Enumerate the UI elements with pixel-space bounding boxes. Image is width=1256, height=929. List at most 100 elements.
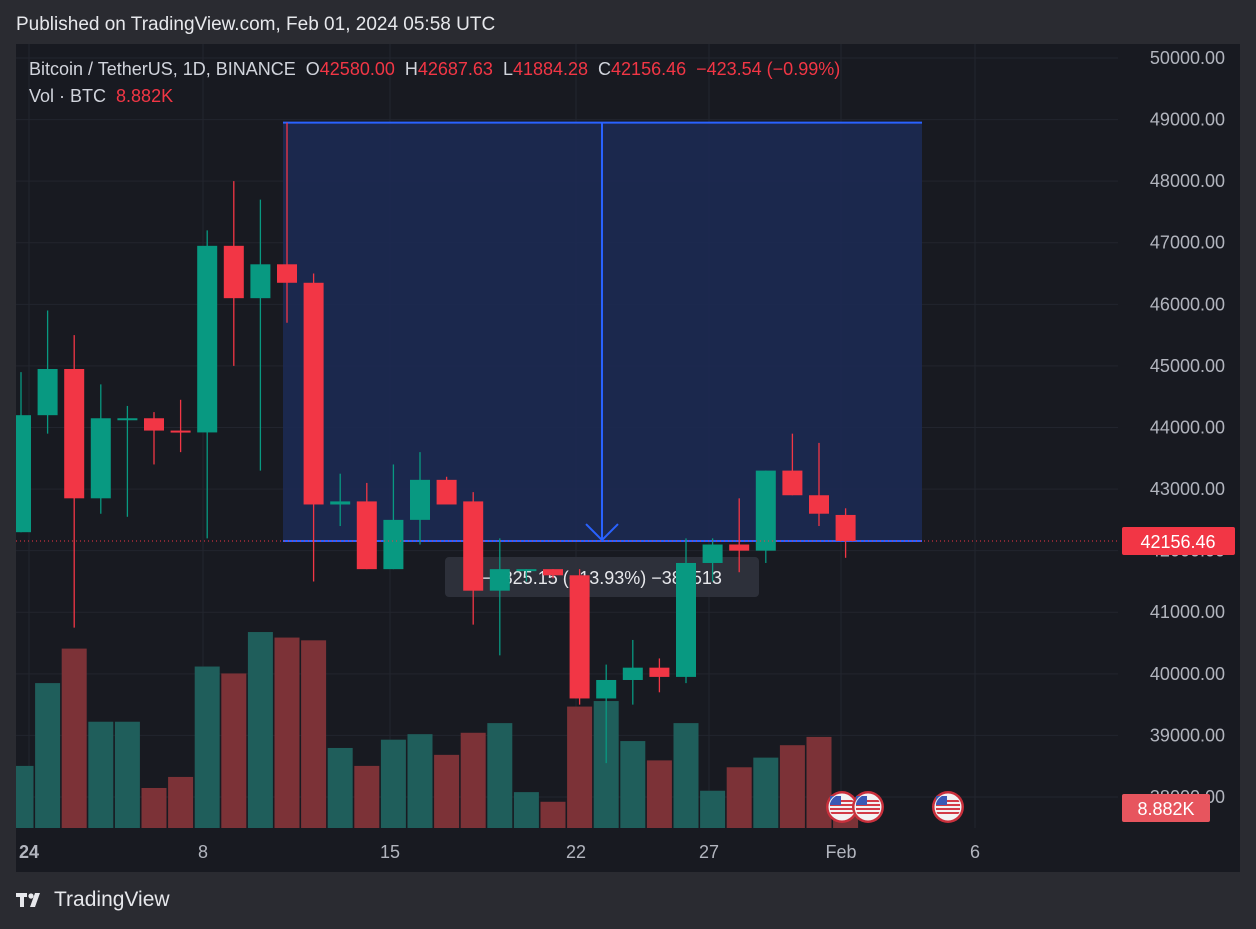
y-tick-label: 50000.00: [1150, 48, 1225, 68]
volume-bar: [114, 721, 140, 828]
legend-high: 42687.63: [417, 59, 493, 79]
x-tick-label: 15: [380, 842, 400, 862]
legend-open-label: O: [305, 59, 320, 79]
candle-body: [436, 479, 457, 505]
x-tick-label: 27: [699, 842, 719, 862]
candle: [489, 538, 510, 656]
published-caption: Published on TradingView.com, Feb 01, 20…: [16, 14, 496, 35]
candle: [755, 470, 776, 563]
x-tick-label: 8: [198, 842, 208, 862]
volume-bar: [620, 741, 646, 828]
candle-body: [809, 495, 829, 514]
y-tick-label: 46000.00: [1150, 294, 1225, 314]
measure-tool: −6825.15 (−13.93%) −382513: [283, 121, 922, 598]
candle-body: [463, 501, 484, 591]
candle: [383, 464, 404, 570]
y-axis: 50000.00 49000.00 48000.00 47000.00 46000.00…: [1150, 48, 1225, 807]
candle: [303, 273, 324, 582]
candle-body: [223, 245, 244, 299]
candle: [569, 569, 590, 705]
candle-body: [649, 667, 670, 677]
volume-bar: [274, 637, 300, 828]
volume-bar: [646, 760, 672, 828]
y-tick-label: 47000.00: [1150, 233, 1225, 253]
y-tick-label: 40000.00: [1150, 664, 1225, 684]
candle-body: [170, 430, 191, 433]
candle: [250, 199, 271, 471]
volume-bar: [673, 723, 699, 828]
last-price-badge: 42156.46: [1122, 527, 1235, 556]
last-price-label: 42156.46: [1140, 532, 1215, 552]
candle: [356, 482, 377, 570]
volume-bar: [327, 747, 353, 828]
us-flag-event-icon[interactable]: [852, 791, 884, 823]
legend-close: 42156.46: [611, 59, 687, 79]
candle-body: [250, 264, 271, 299]
legend-low: 41884.28: [512, 59, 589, 79]
candle-body: [516, 569, 537, 572]
x-tick-label: 6: [970, 842, 980, 862]
volume-bar: [434, 754, 460, 828]
candle-body: [782, 470, 803, 496]
candle: [223, 181, 244, 366]
candle: [144, 412, 164, 465]
candle: [622, 639, 643, 705]
candle-body: [64, 368, 85, 499]
x-tick-label: 22: [566, 842, 586, 862]
candle-body: [729, 544, 750, 551]
candle-body: [676, 562, 696, 677]
volume-bar: [61, 648, 87, 828]
candle: [649, 658, 670, 693]
candle: [277, 122, 297, 323]
candle-body: [144, 418, 164, 431]
legend-change: −423.54 (−0.99%): [696, 59, 841, 79]
candle-body: [197, 245, 218, 433]
volume-bar: [726, 767, 752, 828]
candle: [436, 476, 457, 505]
candle: [809, 442, 829, 527]
volume-bar: [168, 776, 194, 828]
legend-volume-value: 8.882K: [116, 86, 174, 106]
candle: [37, 310, 58, 434]
candle-body: [569, 575, 590, 699]
candle: [516, 569, 537, 582]
tradingview-brand[interactable]: TradingView: [16, 888, 170, 912]
y-tick-label: 49000.00: [1150, 110, 1225, 130]
volume-bar: [753, 757, 779, 828]
candle-body: [277, 264, 297, 283]
us-flag-event-icon[interactable]: [932, 791, 964, 823]
candle: [330, 473, 351, 527]
volume-bar: [221, 673, 247, 828]
volume-bar: [194, 666, 220, 828]
candle-body: [330, 501, 351, 505]
volume-bar: [487, 723, 513, 828]
volume-bar: [354, 765, 380, 828]
y-tick-label: 44000.00: [1150, 417, 1225, 437]
candle: [782, 433, 803, 496]
candle: [463, 492, 484, 625]
candle: [596, 664, 617, 764]
candle: [170, 399, 191, 453]
candle: [676, 538, 696, 684]
legend-low-label: L: [502, 59, 513, 79]
candle: [16, 372, 31, 533]
volume-bar: [540, 801, 566, 828]
y-tick-label: 45000.00: [1150, 356, 1225, 376]
legend-symbol[interactable]: Bitcoin / TetherUS, 1D, BINANCE: [29, 59, 296, 79]
volume-bar: [407, 734, 433, 828]
candle: [197, 230, 218, 539]
candle: [729, 498, 750, 573]
legend-volume-label[interactable]: Vol · BTC: [29, 86, 107, 106]
candle-body: [383, 519, 404, 570]
us-flag-event-icon[interactable]: [826, 791, 858, 823]
candle-body: [835, 514, 856, 542]
candle-body: [16, 415, 31, 533]
volume-bar: [247, 632, 273, 828]
candle-body: [410, 479, 430, 520]
legend-open: 42580.00: [319, 59, 395, 79]
x-tick-label: Feb: [825, 842, 856, 862]
legend-close-label: C: [598, 59, 612, 79]
volume-bar: [806, 736, 832, 828]
y-tick-label: 48000.00: [1150, 171, 1225, 191]
